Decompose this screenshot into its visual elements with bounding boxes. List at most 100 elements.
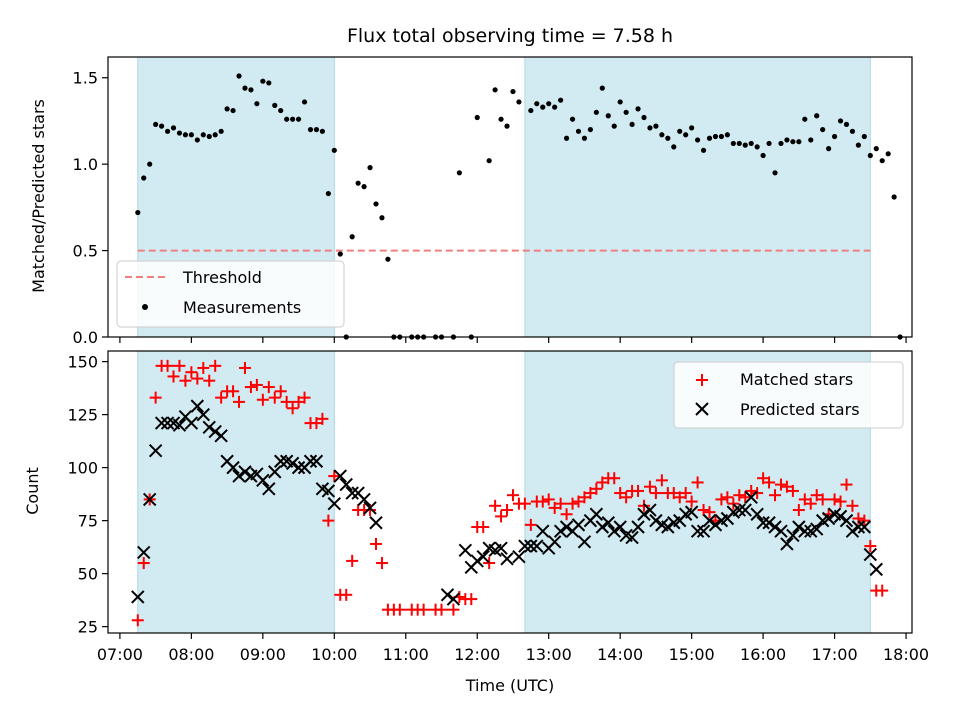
matched-star-point (739, 491, 752, 504)
predicted-star-point (536, 524, 550, 538)
measurement-point (635, 106, 641, 112)
measurement-point (843, 121, 850, 128)
predicted-star-point (196, 407, 210, 422)
matched-star-point (876, 584, 889, 597)
matched-star-point (274, 385, 287, 398)
predicted-star-point (142, 492, 157, 507)
matched-star-point (483, 557, 496, 570)
measurement-point (849, 128, 856, 134)
x-tick-label: 13:00 (526, 645, 572, 664)
matched-star-point (655, 474, 668, 487)
measurement-point (575, 128, 582, 134)
matched-star-point (786, 484, 799, 497)
predicted-star-point (845, 524, 860, 538)
predicted-star-point (637, 507, 651, 521)
matched-star-point (149, 391, 162, 404)
matched-star-point (131, 614, 144, 627)
measurement-point (724, 132, 730, 138)
matched-star-point (262, 381, 275, 394)
matched-star-point (179, 374, 192, 387)
matched-star-point (864, 540, 877, 553)
shaded-intervals (137, 56, 871, 338)
matched-star-point (489, 499, 502, 512)
measurement-point (325, 190, 331, 197)
matched-star-point (364, 504, 377, 517)
measurement-point (278, 107, 284, 114)
predicted-star-point (440, 588, 455, 602)
measurement-point (593, 109, 599, 115)
measurement-point (665, 135, 671, 141)
legend-predicted-label: Predicted stars (740, 400, 860, 419)
measurement-point (337, 251, 343, 257)
predicted-star-point (625, 530, 639, 545)
measurement-point (176, 130, 183, 136)
measurement-point (540, 104, 546, 110)
predicted-star-point (684, 505, 699, 519)
measurement-point (623, 109, 629, 115)
measurement-point (361, 184, 367, 190)
predicted-star-point (792, 520, 806, 534)
matched-star-point (435, 603, 448, 616)
measurement-point (474, 114, 480, 121)
x-tick-label: 08:00 (168, 645, 214, 664)
measurement-point (748, 140, 754, 147)
matched-star-point (536, 495, 549, 508)
legend-measurements-label: Measurements (183, 298, 301, 317)
matched-star-point (215, 391, 228, 404)
predicted-star-point (631, 520, 645, 534)
measurement-point (629, 121, 635, 128)
predicted-star-point (285, 456, 300, 471)
predicted-star-point (553, 524, 568, 538)
matched-star-point (828, 493, 841, 506)
predicted-star-point (446, 592, 461, 606)
predicted-star-point (291, 460, 306, 475)
matched-star-point (763, 476, 776, 489)
count-panel: 07:00 08:00 09:00 10:00 11:00 12:00 13:00 14:00… (23, 350, 929, 695)
predicted-star-point (738, 503, 752, 517)
matched-star-point (501, 504, 514, 517)
measurement-point (135, 209, 141, 216)
predicted-star-point (524, 539, 538, 553)
measurement-point (248, 87, 254, 93)
measurement-point (861, 133, 867, 140)
matched-star-point (477, 520, 490, 533)
predicted-star-point (690, 524, 705, 538)
predicted-star-point (643, 503, 657, 517)
matched-star-point (721, 491, 734, 504)
x-tick-label: 17:00 (812, 645, 858, 664)
measurement-point (647, 125, 653, 131)
measurement-point (153, 121, 159, 128)
predicted-star-point (369, 516, 383, 530)
matched-star-point (495, 510, 508, 523)
predicted-star-point (303, 454, 318, 468)
x-tick-label: 18:00 (883, 645, 929, 664)
matched-star-point (727, 497, 740, 510)
measurement-point (641, 114, 647, 121)
predicted-star-point (810, 522, 824, 536)
y-tick-label: 0.5 (73, 242, 98, 261)
predicted-star-point (190, 399, 205, 413)
matched-star-point (250, 378, 263, 391)
x-tick-label: 07:00 (97, 645, 143, 664)
matched-star-point (697, 504, 710, 517)
predicted-star-point (702, 513, 717, 528)
predicted-star-point (470, 554, 484, 568)
x-tick-label: 12:00 (454, 645, 500, 664)
matched-star-point (518, 497, 531, 510)
predicted-star-point (518, 539, 532, 553)
predicted-star-point (571, 518, 586, 532)
y-tick-label: 25 (78, 618, 98, 637)
measurement-point (355, 180, 361, 186)
matched-star-point (191, 372, 204, 385)
predicted-star-point (148, 443, 163, 458)
matched-star-point (858, 514, 871, 527)
matched-star-point (554, 497, 567, 510)
predicted-star-point (262, 482, 276, 496)
measurement-points (135, 73, 903, 340)
measurement-point (700, 147, 707, 153)
measurement-point (200, 132, 206, 138)
predicted-star-point (833, 509, 848, 524)
measurement-point (826, 146, 832, 152)
measurement-point (820, 126, 826, 133)
measurement-point (218, 128, 224, 134)
